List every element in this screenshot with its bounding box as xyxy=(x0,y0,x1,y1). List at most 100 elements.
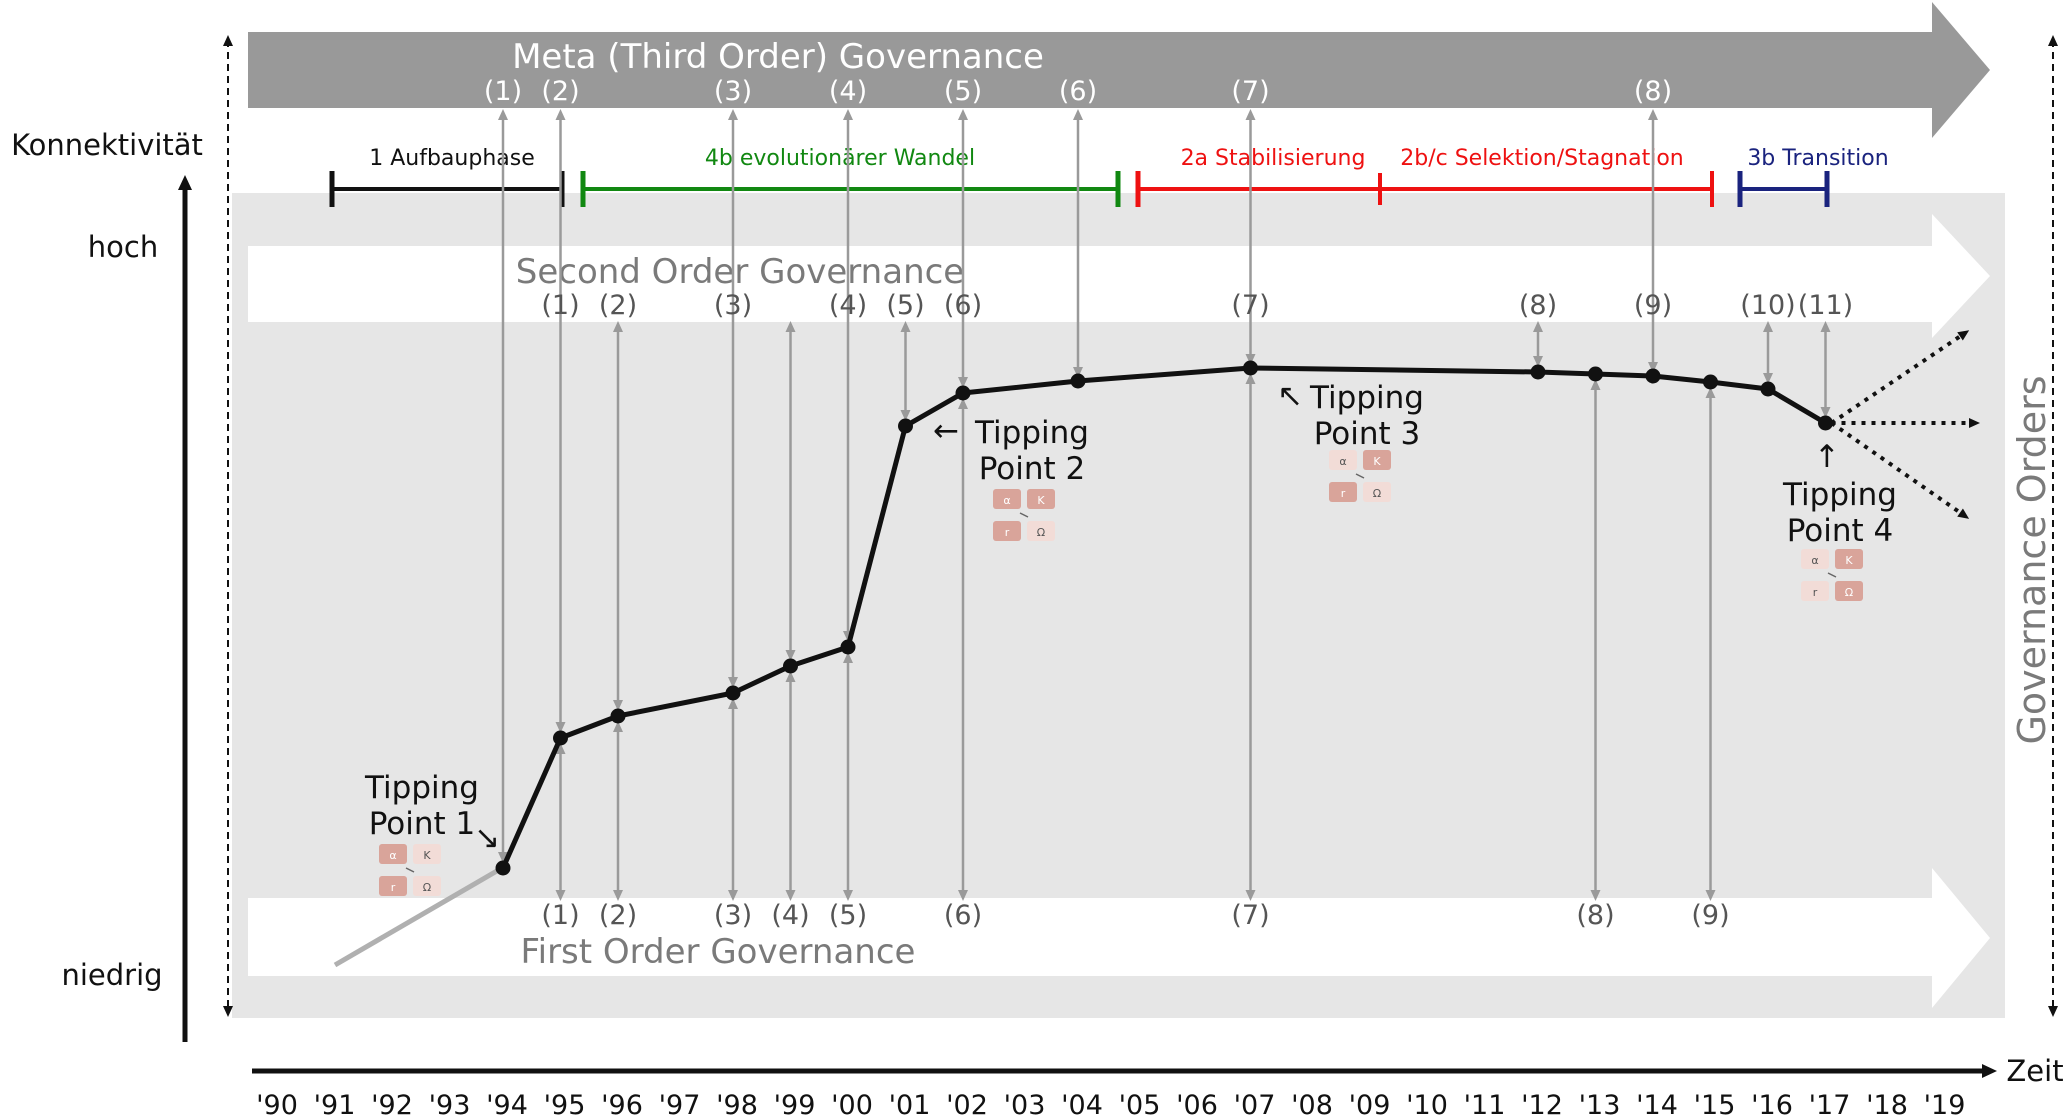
svg-text:Tipping: Tipping xyxy=(1782,477,1897,513)
year-label: '16 xyxy=(1751,1090,1793,1118)
svg-text:Point 3: Point 3 xyxy=(1314,416,1421,452)
order-marker-label: (8) xyxy=(1519,290,1557,321)
order-marker-label: (6) xyxy=(944,900,982,931)
svg-text:Point 1: Point 1 xyxy=(369,806,476,842)
order-marker-label: (5) xyxy=(886,290,924,321)
order-marker-label: (3) xyxy=(714,290,752,321)
phase-bar: 2a Stabilisierung xyxy=(1135,146,1380,207)
order-marker-label: (7) xyxy=(1231,76,1269,107)
year-label: '05 xyxy=(1119,1090,1161,1118)
meta-governance-label: Meta (Third Order) Governance xyxy=(512,37,1044,77)
svg-text:K: K xyxy=(1845,554,1853,567)
order-marker-label: (1) xyxy=(541,290,579,321)
year-tick-labels: '90 '91 '92 '93 '94 '95 '96 '97 '98 '99 '00 '01 '02 '… xyxy=(256,1090,1965,1118)
meta-governance-arrow xyxy=(248,2,1990,138)
phase-label: 1 Aufbauphase xyxy=(369,146,535,171)
governance-connector-arrows xyxy=(498,109,1831,901)
order-marker-label: (6) xyxy=(1059,76,1097,107)
x-axis-title: Zeit xyxy=(2006,1054,2063,1088)
year-label: '99 xyxy=(774,1090,816,1118)
adaptive-cycle-icon: α Kr Ω xyxy=(993,489,1055,541)
year-label: '00 xyxy=(831,1090,873,1118)
year-label: '13 xyxy=(1579,1090,1621,1118)
tipping-pointer-arrow: ↘ xyxy=(474,820,500,856)
year-label: '14 xyxy=(1636,1090,1678,1118)
year-label: '97 xyxy=(659,1090,701,1118)
curve-point xyxy=(840,639,856,655)
tipping-pointer-arrow: ↖ xyxy=(1277,378,1303,414)
connectivity-curve xyxy=(495,360,1833,876)
svg-text:K: K xyxy=(1373,455,1381,468)
year-label: '12 xyxy=(1521,1090,1563,1118)
svg-text:α: α xyxy=(1811,554,1818,567)
svg-text:Ω: Ω xyxy=(1845,586,1853,599)
y-axis-high-label: hoch xyxy=(88,230,158,264)
year-label: '15 xyxy=(1694,1090,1736,1118)
second-order-label: Second Order Governance xyxy=(516,252,964,292)
svg-text:Ω: Ω xyxy=(423,881,431,894)
phase-label: 4b evolutionärer Wandel xyxy=(705,146,975,171)
order-marker-label: (5) xyxy=(829,900,867,931)
year-label: '94 xyxy=(486,1090,528,1118)
future-scenario-arrows xyxy=(1830,330,1980,519)
governance-orders-label: Governance Orders xyxy=(2010,375,2054,744)
tipping-pointer-arrow: ← xyxy=(933,413,959,449)
order-marker-label: (3) xyxy=(714,76,752,107)
order-marker-label: (8) xyxy=(1634,76,1672,107)
svg-text:Point 4: Point 4 xyxy=(1787,513,1894,549)
order-marker-label: (2) xyxy=(599,290,637,321)
pre-development-line xyxy=(333,865,504,968)
curve-point xyxy=(1243,360,1258,376)
order-marker-label: (7) xyxy=(1231,290,1269,321)
curve-point xyxy=(1703,374,1718,390)
svg-text:r: r xyxy=(1813,586,1818,599)
year-label: '08 xyxy=(1291,1090,1333,1118)
order-marker-label: (4) xyxy=(829,76,867,107)
svg-text:α: α xyxy=(1003,494,1010,507)
adaptive-cycle-icon: α Kr Ω xyxy=(1329,450,1391,502)
order-marker-label: (6) xyxy=(944,290,982,321)
year-label: '04 xyxy=(1061,1090,1103,1118)
curve-point xyxy=(1645,368,1661,384)
adaptive-cycle-icon: α Kr Ω xyxy=(1801,549,1863,601)
curve-point xyxy=(1818,415,1833,431)
order-marker-label: (1) xyxy=(541,900,579,931)
year-label: '95 xyxy=(544,1090,586,1118)
order-marker-label: (9) xyxy=(1634,290,1672,321)
svg-text:r: r xyxy=(1341,487,1346,500)
order-marker-label: (10) xyxy=(1740,290,1795,321)
curve-point xyxy=(610,708,626,724)
future-scenario-arrow xyxy=(1830,330,1970,425)
order-marker-label: (5) xyxy=(944,76,982,107)
year-label: '10 xyxy=(1406,1090,1448,1118)
svg-text:K: K xyxy=(1037,494,1045,507)
second-order-arrow xyxy=(248,214,1990,338)
curve-point xyxy=(553,730,568,746)
order-markers: (1) (2) (3) (4) (5) (6) (7) (8) (1) (2) (3) (4) (5) (… xyxy=(484,76,1853,931)
svg-text:Tipping: Tipping xyxy=(364,770,479,806)
svg-text:K: K xyxy=(423,849,431,862)
year-label: '17 xyxy=(1809,1090,1851,1118)
future-scenario-arrow xyxy=(1830,421,1970,519)
year-label: '07 xyxy=(1234,1090,1276,1118)
svg-text:Ω: Ω xyxy=(1373,487,1381,500)
year-label: '93 xyxy=(429,1090,471,1118)
phase-bar: 3b Transition xyxy=(1737,146,1889,207)
svg-text:α: α xyxy=(389,849,396,862)
tipping-pointer-arrow: ↑ xyxy=(1814,439,1840,475)
curve-point xyxy=(725,685,741,701)
y-axis-low-label: niedrig xyxy=(61,958,162,992)
svg-text:Ω: Ω xyxy=(1037,526,1045,539)
year-label: '19 xyxy=(1924,1090,1966,1118)
svg-text:Point 2: Point 2 xyxy=(979,451,1086,487)
year-label: '09 xyxy=(1349,1090,1391,1118)
svg-text:Tipping: Tipping xyxy=(1309,380,1424,416)
order-marker-label: (2) xyxy=(599,900,637,931)
year-label: '18 xyxy=(1866,1090,1908,1118)
year-label: '06 xyxy=(1176,1090,1218,1118)
